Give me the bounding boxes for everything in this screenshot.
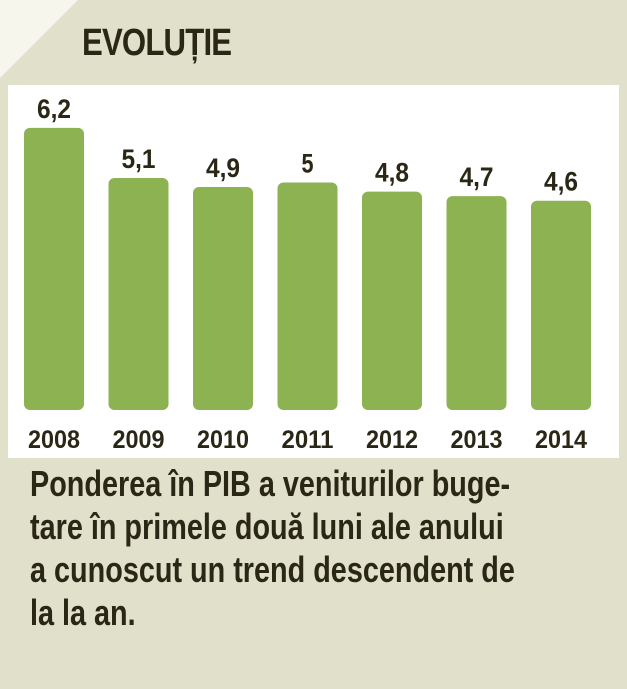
caption-line-3: a cunoscut un trend descendent de bbox=[30, 549, 515, 590]
bar-2011 bbox=[277, 182, 338, 410]
x-tick-label-2010: 2010 bbox=[197, 426, 249, 454]
data-label-2010: 4,9 bbox=[206, 153, 240, 183]
x-tick-label-2011: 2011 bbox=[282, 426, 334, 454]
x-tick-label-2013: 2013 bbox=[451, 426, 503, 454]
caption-line-1: Ponderea în PIB a veniturilor buge- bbox=[30, 463, 511, 504]
x-tick-label-2012: 2012 bbox=[366, 426, 418, 454]
header: EVOLUȚIE bbox=[0, 0, 627, 85]
bar-chart: 6,2 2008 5,1 2009 4,9 2010 5 2011 4,8 2012 4,7 2013… bbox=[24, 94, 591, 454]
chart-caption: Ponderea în PIB a veniturilor buge- tare… bbox=[30, 462, 515, 634]
bar-2008 bbox=[24, 127, 84, 411]
data-label-2012: 4,8 bbox=[375, 158, 409, 188]
data-label-2009: 5,1 bbox=[122, 144, 156, 174]
bar-2014 bbox=[531, 200, 591, 410]
data-label-2013: 4,7 bbox=[460, 162, 494, 192]
caption-line-4: la la an. bbox=[30, 592, 136, 633]
page-title: EVOLUȚIE bbox=[82, 22, 232, 64]
bar-2009 bbox=[108, 177, 169, 410]
data-label-2011: 5 bbox=[302, 149, 314, 179]
x-tick-label-2009: 2009 bbox=[113, 426, 165, 454]
bar-2010 bbox=[193, 187, 253, 410]
data-label-2008: 6,2 bbox=[37, 94, 71, 124]
x-tick-label-2008: 2008 bbox=[28, 426, 80, 454]
folded-corner bbox=[0, 0, 78, 78]
x-tick-label-2014: 2014 bbox=[535, 426, 587, 454]
caption-line-2: tare în primele două luni ale anului bbox=[30, 506, 504, 547]
bar-2013 bbox=[446, 196, 507, 410]
data-label-2014: 4,6 bbox=[544, 167, 578, 197]
chart-area: 6,2 2008 5,1 2009 4,9 2010 5 2011 4,8 2012 4,7 2013… bbox=[8, 85, 619, 458]
bar-2012 bbox=[362, 191, 422, 410]
